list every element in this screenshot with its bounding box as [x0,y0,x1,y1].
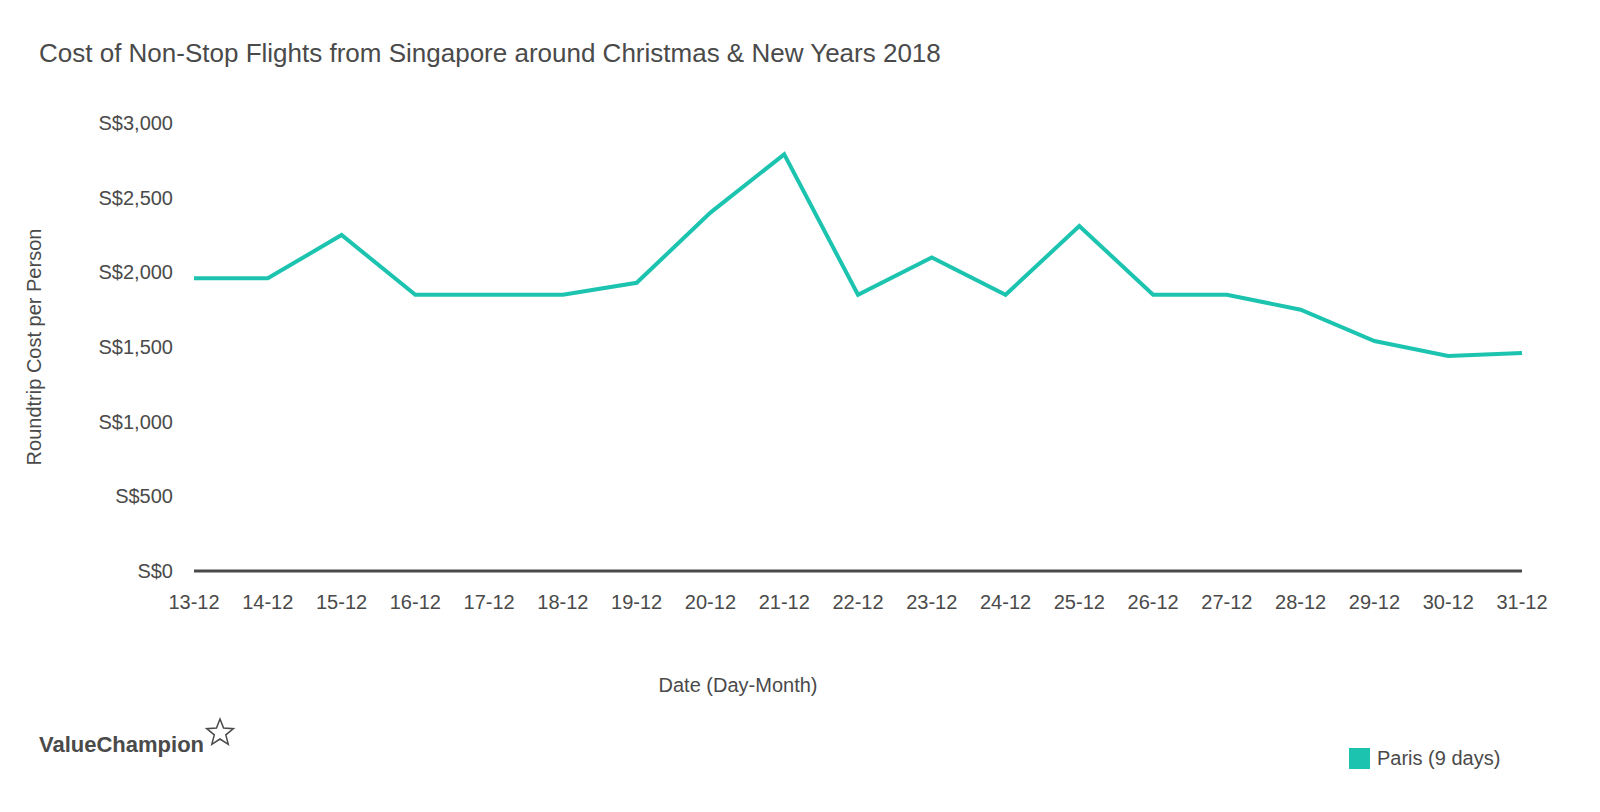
x-tick-label: 30-12 [1423,591,1474,613]
y-tick-label: S$2,000 [98,261,173,283]
x-tick-label: 19-12 [611,591,662,613]
y-tick-label: S$500 [115,485,173,507]
x-tick-label: 20-12 [685,591,736,613]
plot-area [194,154,1522,356]
logo-star [207,719,234,744]
title: Cost of Non-Stop Flights from Singapore … [39,38,941,68]
x-tick-label: 23-12 [906,591,957,613]
x-tick-label: 31-12 [1496,591,1547,613]
x-axis-label: Date (Day-Month) [659,674,818,696]
x-tick-label: 17-12 [464,591,515,613]
x-tick-label: 16-12 [390,591,441,613]
y-tick-label: S$1,000 [98,411,173,433]
x-tick-label: 25-12 [1054,591,1105,613]
legend-label: Paris (9 days) [1377,747,1500,769]
y-tick-label: S$0 [137,560,173,582]
x-tick-label: 14-12 [242,591,293,613]
x-tick-label: 24-12 [980,591,1031,613]
x-tick-label: 29-12 [1349,591,1400,613]
logo-text: ValueChampion [39,732,204,757]
x-tick-label: 18-12 [537,591,588,613]
x-tick-label: 15-12 [316,591,367,613]
legend-swatch [1349,748,1370,769]
x-tick-label: 13-12 [168,591,219,613]
x-tick-label: 27-12 [1201,591,1252,613]
series-line [194,154,1522,356]
y-tick-label: S$2,500 [98,187,173,209]
x-tick-label: 28-12 [1275,591,1326,613]
x-tick-label: 26-12 [1128,591,1179,613]
x-tick-label: 21-12 [759,591,810,613]
x-axis-line [194,570,1522,573]
chart: Cost of Non-Stop Flights from Singapore … [0,0,1600,812]
y-tick-label: S$1,500 [98,336,173,358]
y-axis-label: Roundtrip Cost per Person [23,229,45,466]
y-tick-label: S$3,000 [98,112,173,134]
x-tick-label: 22-12 [832,591,883,613]
